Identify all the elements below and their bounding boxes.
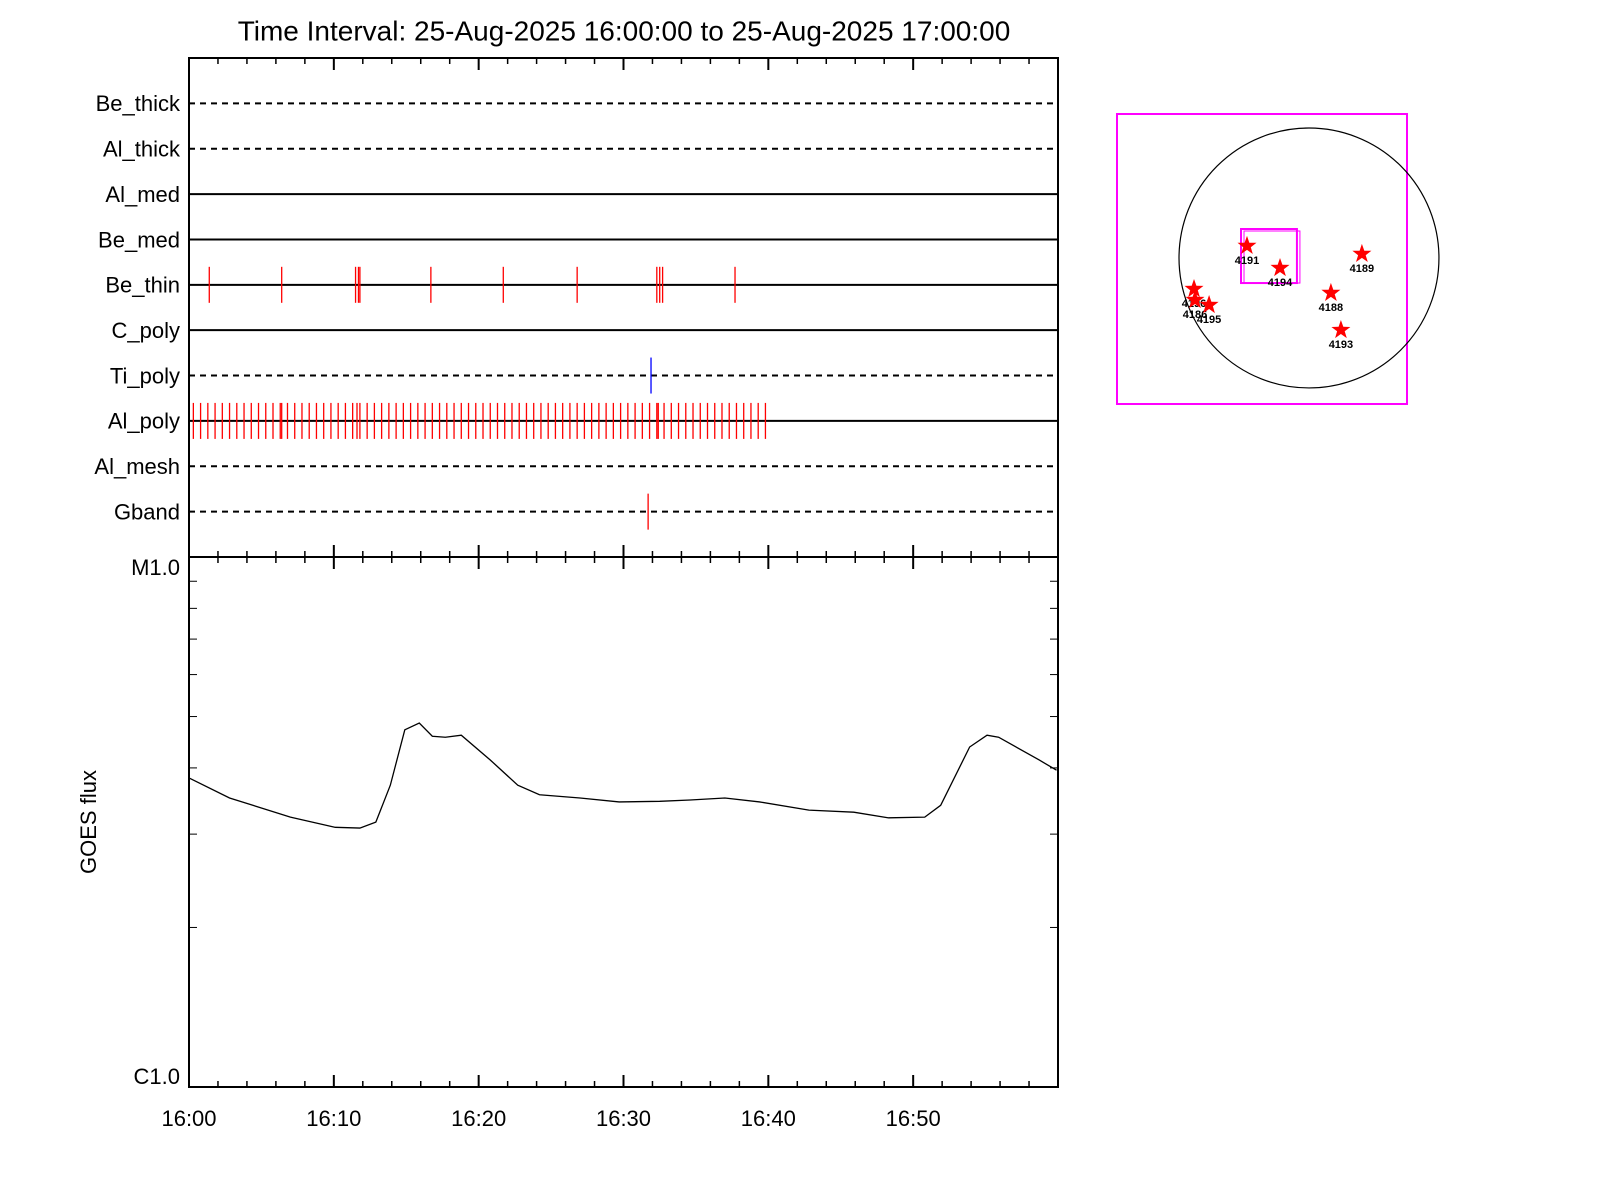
goes-line <box>188 722 1057 829</box>
row-label: Ti_poly <box>110 363 180 388</box>
row-label: Al_mesh <box>94 454 180 479</box>
row-label: Al_poly <box>108 409 180 434</box>
x-tick-label: 16:10 <box>306 1106 361 1131</box>
active-region-label: 4188 <box>1319 302 1343 314</box>
y-tick-label: C1.0 <box>134 1064 180 1089</box>
active-region <box>1352 243 1372 262</box>
row-label: Be_med <box>98 227 180 252</box>
x-tick-label: 16:50 <box>886 1106 941 1131</box>
row-label: Be_thick <box>96 91 181 116</box>
active-region-label: 4193 <box>1329 339 1353 351</box>
y-tick-label: M1.0 <box>131 555 180 580</box>
chart-title: Time Interval: 25-Aug-2025 16:00:00 to 2… <box>238 15 1011 46</box>
row-label: Be_thin <box>105 273 180 298</box>
active-region-label: 4191 <box>1235 255 1259 267</box>
x-tick-label: 16:00 <box>161 1106 216 1131</box>
y-axis-label: GOES flux <box>76 770 101 874</box>
x-tick-label: 16:40 <box>741 1106 796 1131</box>
fov-box <box>1243 230 1301 284</box>
active-region <box>1237 235 1257 254</box>
row-label: Al_thick <box>103 137 181 162</box>
active-region <box>1331 320 1351 339</box>
row-label: Al_med <box>105 182 180 207</box>
active-region-label: 4186 <box>1183 309 1207 321</box>
active-region <box>1199 295 1219 314</box>
x-tick-label: 16:20 <box>451 1106 506 1131</box>
row-label: Gband <box>114 499 180 524</box>
active-region <box>1270 258 1290 277</box>
active-region <box>1321 282 1341 301</box>
row-label: C_poly <box>112 318 180 343</box>
active-region <box>1185 290 1205 309</box>
map-frame <box>1116 113 1408 405</box>
x-tick-label: 16:30 <box>596 1106 651 1131</box>
active-region <box>1184 279 1204 298</box>
solar-limb <box>1178 127 1440 389</box>
active-region-label: 4189 <box>1350 263 1374 275</box>
active-region-label: 4195 <box>1197 314 1221 326</box>
active-region-label: 4194 <box>1268 277 1293 289</box>
